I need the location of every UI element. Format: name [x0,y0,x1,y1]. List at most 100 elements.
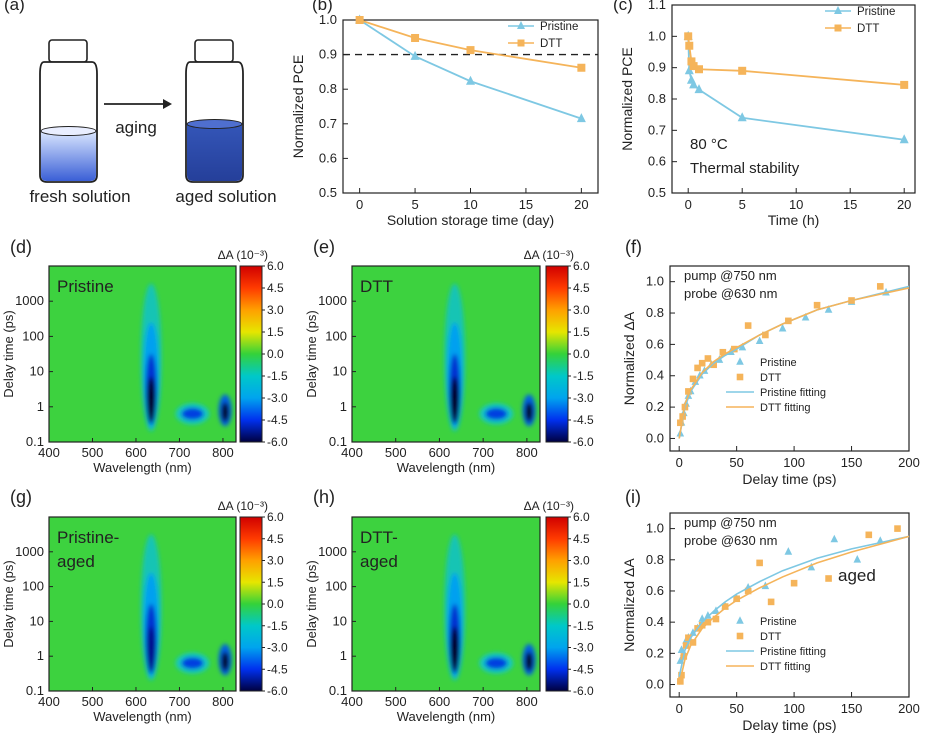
data-point-dtt [466,46,475,55]
y-tick-label: 0.1 [329,434,347,449]
chart-d: Pristine 400 500 600 700 800 0.1 1 10 100 1000 Wave… [1,248,288,475]
annotation-text: 80 °C [690,136,728,153]
legend-marker [834,6,842,14]
panel-label-d: (d) [10,237,32,257]
plot-frame [48,516,237,692]
x-axis-label: Time (h) [768,212,820,228]
panel-label-b: (b) [312,0,333,14]
plot-frame [669,512,910,698]
colorbar-tick-label: 4.5 [267,532,284,546]
x-axis-label: Solution storage time (day) [387,212,554,228]
heatmap-label: DTT [360,277,393,296]
x-tick-label: 20 [897,197,911,212]
colorbar [545,516,569,692]
bleach-band-core [450,626,459,672]
heatmap-features [444,534,536,681]
legend-label: DTT [760,372,782,384]
data-point-pristine [807,562,816,571]
y-tick-label: 1.0 [646,521,664,536]
colorbar-tick-label: 4.5 [267,281,284,295]
annotation-text: probe @630 nm [684,286,777,301]
data-point-dtt [876,283,884,290]
colorbar-tick-label: -3.0 [573,391,594,405]
data-point-pristine [801,312,810,321]
y-tick-label: 0.1 [26,683,44,698]
legend-label: Pristine [760,616,797,628]
colorbar-tick-label: -6.0 [267,684,288,698]
y-tick-label: 0.6 [646,583,664,598]
y-axis-label: Delay time (ps) [1,560,16,647]
x-tick-label: 50 [729,701,743,716]
annotation-text: pump @750 nm [684,515,777,530]
data-point-pristine [410,50,420,60]
data-point-dtt [756,559,763,567]
colorbar-tick-label: -4.5 [573,662,594,676]
bleach-band-core [221,651,229,671]
data-point-dtt [762,331,769,339]
data-point-dtt [411,33,420,42]
legend-marker [834,24,842,32]
legend-label: DTT fitting [760,402,811,414]
x-tick-label: 600 [125,694,147,709]
data-point-dtt [355,16,364,24]
y-tick-label: 100 [325,579,347,594]
annotation-text: probe @630 nm [684,533,777,548]
data-point-dtt [825,575,832,582]
y-tick-label: 1 [340,648,347,663]
x-tick-label: 5 [411,197,418,212]
colorbar-tick-label: -6.0 [573,684,594,698]
x-tick-label: 600 [429,694,451,709]
data-point-pristine [689,628,697,636]
series-line-dtt [359,19,582,69]
legend-marker [736,616,744,624]
y-axis-label: Normalized ΔA [621,558,637,652]
legend-marker [517,21,525,29]
colorbar-tick-label: -3.0 [267,391,288,405]
x-tick-label: 500 [385,694,407,709]
colorbar-tick-label: -1.5 [573,619,594,633]
y-axis-label: Normalized ΔA [621,311,637,405]
data-point-dtt [744,587,752,595]
colorbar-title: ΔA (10⁻³) [218,248,268,262]
x-tick-label: 800 [516,445,538,460]
bleach-band-core [484,407,508,420]
y-tick-label: 10 [333,613,347,628]
bleach-band-core [221,402,229,422]
panel-label-a: (a) [4,0,25,14]
colorbar-tick-label: 6.0 [573,259,590,273]
x-tick-label: 600 [125,445,147,460]
legend-marker [736,632,744,640]
x-tick-label: 800 [212,694,234,709]
x-tick-label: 800 [212,445,234,460]
legend-marker [736,373,744,381]
y-axis-label: Delay time (ps) [1,310,16,397]
y-tick-label: 0.8 [319,81,337,96]
y-tick-label: 0.8 [648,91,666,106]
data-point-dtt [719,348,727,356]
colorbar-tick-label: 3.0 [573,303,590,317]
x-tick-label: 15 [519,197,533,212]
bleach-band-core [147,376,156,423]
series-line-pristine [359,19,582,120]
x-axis-label: Wavelength (nm) [93,460,192,475]
chart-e: DTT 400 500 600 700 800 0.1 1 10 100 1000 Wavelengt… [304,248,594,475]
data-point-pristine [778,323,787,332]
colorbar-tick-label: -6.0 [573,435,594,449]
heatmap-features [140,534,232,681]
data-point-dtt [695,65,703,74]
panel-label-i: (i) [625,487,641,507]
y-tick-label: 100 [325,328,347,343]
x-tick-label: 100 [783,701,805,716]
annotation-text: pump @750 nm [684,268,777,283]
series-line-pristine [687,36,905,141]
data-point-dtt [790,579,798,587]
data-point-pristine [824,305,833,313]
plot-frame [351,516,541,692]
data-point-dtt [721,603,729,610]
chart-b: 0 5 10 15 20 0.5 0.6 0.7 0.8 0.9 1.0 Solution stora… [290,12,599,228]
data-point-pristine [755,336,764,345]
y-tick-label: 0.7 [319,116,337,131]
colorbar-title: ΔA (10⁻³) [524,248,574,262]
data-point-pristine [704,611,712,619]
x-tick-label: 10 [463,197,477,212]
